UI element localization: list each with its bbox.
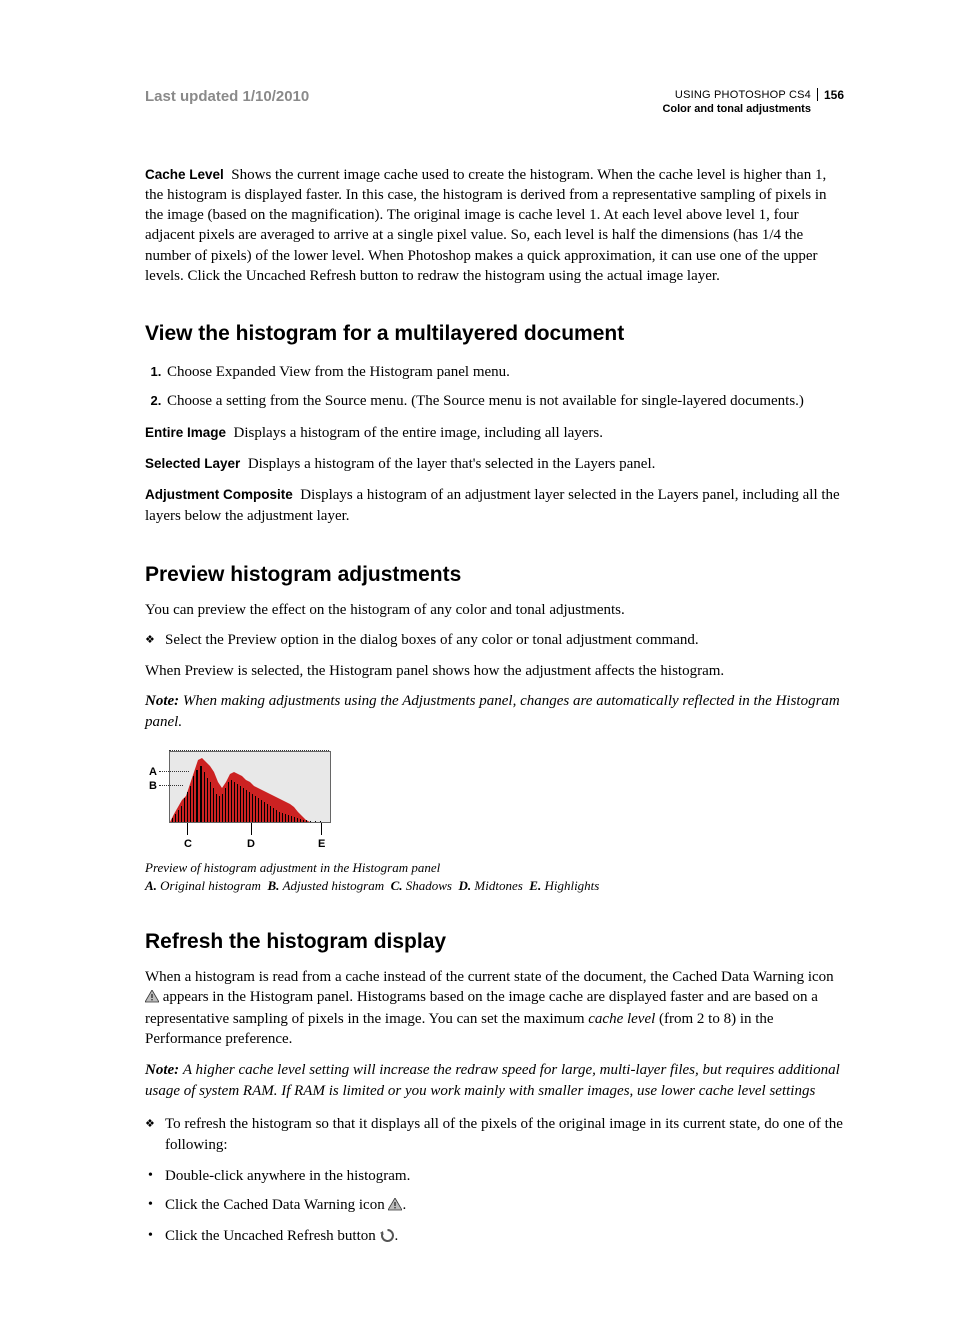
figure-caption-title: Preview of histogram adjustment in the H… bbox=[145, 860, 440, 875]
page-number: 156 bbox=[817, 88, 844, 101]
last-updated: Last updated 1/10/2010 bbox=[145, 88, 309, 105]
figure-leader-a bbox=[159, 771, 189, 772]
refresh-p1-italic: cache level bbox=[588, 1011, 655, 1027]
refresh-bullet-list: Double-click anywhere in the histogram. … bbox=[145, 1166, 844, 1250]
figure-caption: Preview of histogram adjustment in the H… bbox=[145, 859, 844, 894]
preview-bullet-list: Select the Preview option in the dialog … bbox=[145, 630, 844, 651]
body: Cache Level Shows the current image cach… bbox=[145, 165, 844, 1250]
entire-image-label: Entire Image bbox=[145, 425, 226, 440]
doc-title: USING PHOTOSHOP CS4 bbox=[662, 88, 811, 102]
entire-image-text: Displays a histogram of the entire image… bbox=[234, 425, 604, 441]
figure-tick-c bbox=[187, 823, 188, 835]
selected-layer-label: Selected Layer bbox=[145, 456, 240, 471]
refresh-bullet-2a: Click the Cached Data Warning icon bbox=[165, 1197, 388, 1213]
view-heading: View the histogram for a multilayered do… bbox=[145, 320, 844, 348]
page: Last updated 1/10/2010 USING PHOTOSHOP C… bbox=[0, 0, 954, 1318]
refresh-note-text: A higher cache level setting will increa… bbox=[145, 1062, 840, 1099]
view-steps: Choose Expanded View from the Histogram … bbox=[145, 358, 844, 415]
refresh-note-label: Note: bbox=[145, 1062, 179, 1078]
figure-tick-d bbox=[251, 823, 252, 835]
cache-level-text: Shows the current image cache used to cr… bbox=[145, 167, 827, 284]
view-step-2: Choose a setting from the Source menu. (… bbox=[165, 387, 844, 416]
histogram-svg bbox=[170, 752, 330, 822]
preview-note: Note: When making adjustments using the … bbox=[145, 691, 844, 733]
refresh-paragraph: When a histogram is read from a cache in… bbox=[145, 967, 844, 1050]
refresh-note: Note: A higher cache level setting will … bbox=[145, 1060, 844, 1102]
adjustment-composite-def: Adjustment Composite Displays a histogra… bbox=[145, 485, 844, 527]
header-right: USING PHOTOSHOP CS4 Color and tonal adju… bbox=[662, 88, 844, 117]
view-step-1: Choose Expanded View from the Histogram … bbox=[165, 358, 844, 387]
refresh-icon bbox=[380, 1228, 395, 1250]
preview-intro: You can preview the effect on the histog… bbox=[145, 600, 844, 620]
refresh-bullet-1: Double-click anywhere in the histogram. bbox=[165, 1166, 844, 1187]
refresh-heading: Refresh the histogram display bbox=[145, 928, 844, 956]
figure-label-b: B bbox=[149, 779, 157, 794]
figure-label-e: E bbox=[318, 837, 325, 852]
cache-level-label: Cache Level bbox=[145, 167, 224, 182]
refresh-bullet-3a: Click the Uncached Refresh button bbox=[165, 1228, 380, 1244]
figure-key-e: Highlights bbox=[544, 878, 599, 893]
refresh-bullet-3b: . bbox=[395, 1228, 399, 1244]
cache-level-paragraph: Cache Level Shows the current image cach… bbox=[145, 165, 844, 287]
preview-after: When Preview is selected, the Histogram … bbox=[145, 661, 844, 681]
refresh-bullet-2b: . bbox=[402, 1197, 406, 1213]
figure-key-a: Original histogram bbox=[160, 878, 261, 893]
refresh-bullet-2: Click the Cached Data Warning icon . bbox=[165, 1195, 844, 1218]
histogram-frame bbox=[169, 751, 331, 823]
preview-note-text: When making adjustments using the Adjust… bbox=[145, 693, 840, 730]
figure-key-c: Shadows bbox=[406, 878, 452, 893]
figure-label-d: D bbox=[247, 837, 255, 852]
entire-image-def: Entire Image Displays a histogram of the… bbox=[145, 423, 844, 444]
figure-tick-e bbox=[321, 823, 322, 835]
figure-label-c: C bbox=[184, 837, 192, 852]
figure-key-d: Midtones bbox=[474, 878, 522, 893]
preview-heading: Preview histogram adjustments bbox=[145, 561, 844, 589]
warning-icon bbox=[145, 989, 159, 1009]
preview-bullet: Select the Preview option in the dialog … bbox=[165, 630, 844, 651]
refresh-diamond-item: To refresh the histogram so that it disp… bbox=[165, 1114, 844, 1156]
warning-icon bbox=[388, 1197, 402, 1218]
refresh-bullet-3: Click the Uncached Refresh button . bbox=[165, 1226, 844, 1250]
selected-layer-def: Selected Layer Displays a histogram of t… bbox=[145, 454, 844, 475]
selected-layer-text: Displays a histogram of the layer that's… bbox=[248, 456, 656, 472]
refresh-diamond-list: To refresh the histogram so that it disp… bbox=[145, 1114, 844, 1156]
doc-section: Color and tonal adjustments bbox=[662, 102, 811, 116]
preview-note-label: Note: bbox=[145, 693, 179, 709]
histogram-figure: A B C D E Preview of histogram adjustmen… bbox=[145, 751, 844, 894]
figure-label-a: A bbox=[149, 765, 157, 780]
page-header: Last updated 1/10/2010 USING PHOTOSHOP C… bbox=[145, 88, 844, 117]
adjustment-composite-label: Adjustment Composite bbox=[145, 487, 293, 502]
refresh-p1a: When a histogram is read from a cache in… bbox=[145, 969, 834, 985]
figure-key-b: Adjusted histogram bbox=[283, 878, 384, 893]
figure-leader-b bbox=[159, 785, 183, 786]
